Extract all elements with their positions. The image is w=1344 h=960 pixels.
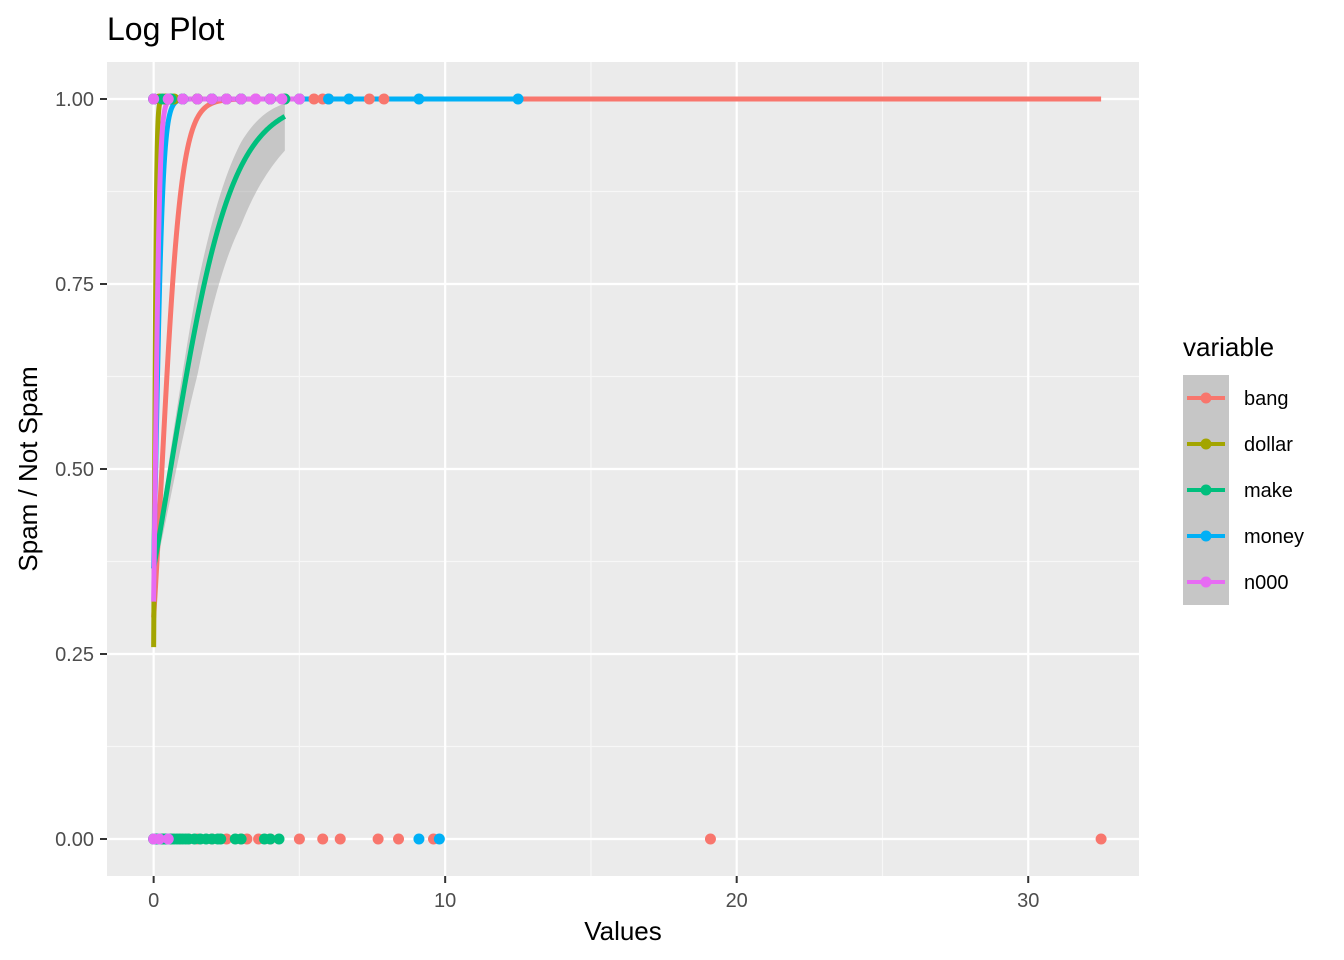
- point-n000: [276, 93, 288, 105]
- y-tick-label: 0.75: [55, 274, 94, 296]
- legend-key-point-bang: [1200, 392, 1212, 404]
- axis-ticks: [100, 98, 1030, 883]
- point-bang: [704, 833, 716, 845]
- point-bang: [393, 833, 405, 845]
- point-n000: [221, 93, 233, 105]
- point-money: [512, 93, 524, 105]
- point-n000: [162, 833, 174, 845]
- legend-title: variable: [1183, 332, 1274, 362]
- legend-key-point-money: [1200, 530, 1212, 542]
- point-bang: [363, 93, 375, 105]
- legend-key-point-n000: [1200, 576, 1212, 588]
- confidence-ribbons: [153, 103, 285, 579]
- point-bang: [1095, 833, 1107, 845]
- y-tick-label: 0.00: [55, 829, 94, 851]
- point-bang: [317, 833, 329, 845]
- point-make: [264, 833, 276, 845]
- legend-label-n000: n000: [1244, 572, 1289, 594]
- point-n000: [235, 93, 247, 105]
- legend-label-dollar: dollar: [1244, 434, 1293, 456]
- legend-key-point-dollar: [1200, 438, 1212, 450]
- y-tick-label: 1.00: [55, 89, 94, 111]
- point-make: [215, 833, 227, 845]
- data-points: [148, 93, 1107, 845]
- point-money: [323, 93, 335, 105]
- x-tick-label: 20: [726, 890, 748, 912]
- point-n000: [206, 93, 218, 105]
- point-n000: [250, 93, 262, 105]
- point-n000: [293, 93, 305, 105]
- x-tick-label: 0: [148, 890, 159, 912]
- legend: variable bang dollar make money n000: [1183, 332, 1304, 605]
- legend-label-bang: bang: [1244, 388, 1289, 410]
- point-bang: [308, 93, 320, 105]
- point-bang: [293, 833, 305, 845]
- y-tick-label: 0.50: [55, 459, 94, 481]
- x-tick-label: 10: [434, 890, 456, 912]
- x-axis-title: Values: [584, 916, 662, 946]
- axis-tick-labels: 0 10 20 30 0.00 0.25 0.50 0.75 1.00: [55, 89, 1039, 912]
- point-n000: [153, 833, 165, 845]
- point-money: [343, 93, 355, 105]
- y-axis-title: Spam / Not Spam: [13, 366, 43, 571]
- point-bang: [372, 833, 384, 845]
- point-n000: [162, 93, 174, 105]
- point-make: [273, 833, 285, 845]
- point-money: [433, 833, 445, 845]
- point-n000: [177, 93, 189, 105]
- legend-label-make: make: [1244, 480, 1293, 502]
- point-n000: [191, 93, 203, 105]
- y-tick-label: 0.25: [55, 644, 94, 666]
- confidence-ribbon-make: [153, 103, 285, 579]
- point-bang: [378, 93, 390, 105]
- point-money: [413, 93, 425, 105]
- point-money: [413, 833, 425, 845]
- x-tick-label: 30: [1017, 890, 1039, 912]
- point-n000: [148, 93, 160, 105]
- point-bang: [334, 833, 346, 845]
- point-make: [235, 833, 247, 845]
- legend-key-point-make: [1200, 484, 1212, 496]
- point-n000: [264, 93, 276, 105]
- legend-label-money: money: [1244, 526, 1304, 548]
- chart-title: Log Plot: [107, 11, 225, 47]
